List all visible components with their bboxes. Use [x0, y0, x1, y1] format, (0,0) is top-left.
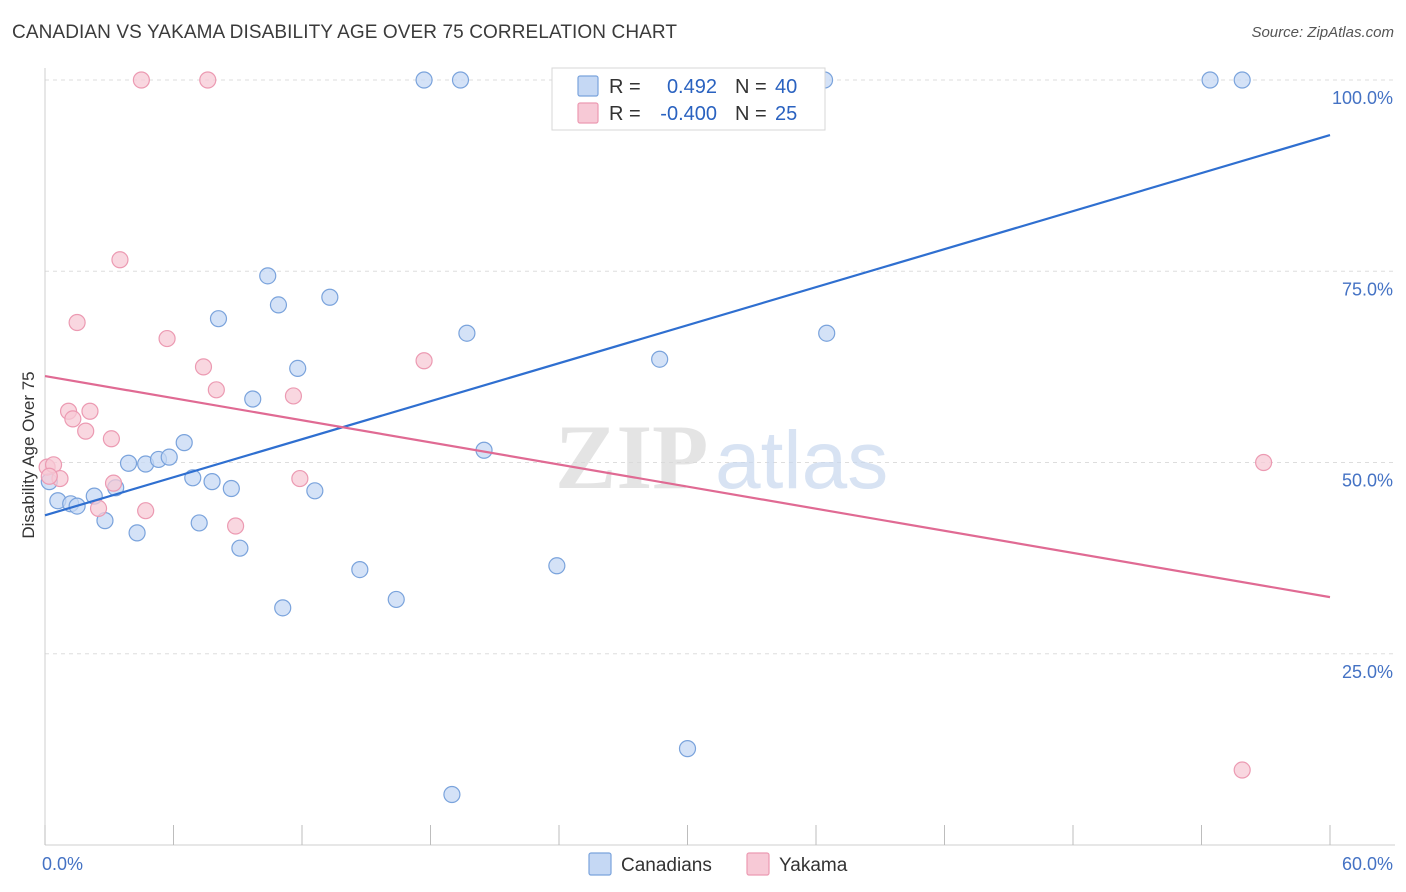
- point-canadians-20: [259, 267, 277, 285]
- axes: [44, 68, 1395, 846]
- point-yakama-10: [104, 474, 123, 492]
- point-canadians-31: [458, 324, 476, 342]
- point-canadians-28: [415, 71, 433, 89]
- x-tick-label-max: 60.0%: [1342, 854, 1393, 874]
- point-canadians-21: [269, 296, 288, 314]
- legend-r-value-canadians: 0.492: [667, 76, 717, 98]
- y-tick-label-0: 100.0%: [1332, 88, 1393, 108]
- point-yakama-18: [227, 517, 245, 535]
- point-yakama-11: [111, 251, 129, 269]
- watermark-atlas: atlas: [715, 415, 888, 506]
- watermark: ZIP atlas: [555, 406, 888, 508]
- point-yakama-13: [137, 502, 155, 520]
- point-yakama-22: [1233, 761, 1251, 779]
- chart-source: Source: ZipAtlas.com: [1251, 24, 1394, 41]
- point-canadians-33: [548, 557, 566, 575]
- point-canadians-16: [209, 310, 228, 328]
- legend-n-label-canadians: N =: [735, 76, 767, 98]
- legend-r-value-yakama: -0.400: [660, 103, 717, 125]
- point-yakama-24: [40, 467, 58, 485]
- point-yakama-9: [102, 430, 120, 448]
- point-yakama-20: [291, 469, 309, 488]
- bottom-legend-swatch-yakama: [746, 852, 770, 876]
- trend-lines: [44, 134, 1331, 599]
- point-canadians-23: [289, 359, 307, 378]
- point-canadians-17: [222, 479, 240, 498]
- point-canadians-22: [274, 599, 292, 617]
- point-yakama-19: [284, 387, 303, 405]
- point-yakama-16: [199, 71, 217, 89]
- grid: [45, 79, 1395, 655]
- point-canadians-37: [818, 324, 836, 342]
- point-canadians-12: [175, 434, 193, 452]
- trend-line-yakama: [44, 374, 1331, 599]
- point-yakama-7: [81, 402, 99, 420]
- point-canadians-27: [387, 590, 405, 609]
- point-canadians-19: [244, 390, 262, 408]
- trend-line-canadians: [44, 134, 1331, 517]
- point-yakama-23: [1255, 453, 1273, 472]
- point-canadians-7: [119, 454, 138, 472]
- point-canadians-11: [160, 448, 178, 466]
- point-canadians-24: [306, 482, 324, 500]
- point-canadians-18: [231, 539, 249, 557]
- bottom-legend-label-yakama: Yakama: [779, 855, 848, 876]
- point-canadians-39: [1233, 71, 1251, 89]
- point-canadians-14: [190, 514, 208, 532]
- y-tick-label-1: 75.0%: [1342, 279, 1393, 299]
- point-canadians-29: [443, 785, 461, 804]
- y-axis-title: Disability Age Over 75: [19, 371, 38, 538]
- watermark-zip: ZIP: [555, 406, 708, 508]
- chart-title: CANADIAN VS YAKAMA DISABILITY AGE OVER 7…: [12, 22, 678, 43]
- legend-swatch-yakama: [577, 102, 599, 124]
- point-canadians-30: [451, 71, 470, 89]
- y-tick-label-2: 50.0%: [1342, 471, 1393, 491]
- point-canadians-25: [321, 288, 339, 306]
- legend-r-label-yakama: R =: [609, 103, 641, 125]
- tick-labels: 100.0% 75.0% 50.0% 25.0% 0.0% 60.0%: [42, 88, 1393, 874]
- legend-n-value-canadians: 40: [775, 76, 797, 98]
- point-canadians-35: [678, 740, 697, 758]
- point-yakama-14: [158, 329, 176, 348]
- x-tick-label-min: 0.0%: [42, 854, 83, 874]
- bottom-legend-swatch-canadians: [588, 852, 612, 876]
- legend-n-label-yakama: N =: [735, 103, 767, 125]
- series-canadians: [40, 71, 1251, 804]
- y-tick-label-3: 25.0%: [1342, 662, 1393, 682]
- bottom-legend-label-canadians: Canadians: [621, 855, 712, 876]
- point-yakama-5: [68, 313, 86, 332]
- point-yakama-4: [64, 410, 82, 428]
- point-yakama-15: [194, 358, 213, 376]
- legend-bottom: Canadians Yakama: [588, 852, 848, 876]
- point-yakama-8: [89, 499, 108, 517]
- point-canadians-15: [203, 473, 221, 491]
- point-yakama-6: [77, 422, 95, 440]
- point-yakama-21: [415, 352, 433, 370]
- series-yakama: [38, 71, 1273, 779]
- legend-r-label-canadians: R =: [609, 76, 641, 98]
- point-yakama-12: [132, 71, 150, 89]
- point-yakama-17: [207, 381, 225, 399]
- legend-n-value-yakama: 25: [775, 103, 797, 125]
- point-canadians-8: [128, 524, 146, 542]
- legend-top: R = 0.492 N = 40 R = -0.400 N = 25: [551, 67, 826, 131]
- point-canadians-38: [1201, 71, 1219, 89]
- legend-swatch-canadians: [577, 75, 599, 97]
- point-canadians-34: [651, 350, 669, 368]
- point-canadians-26: [351, 560, 369, 579]
